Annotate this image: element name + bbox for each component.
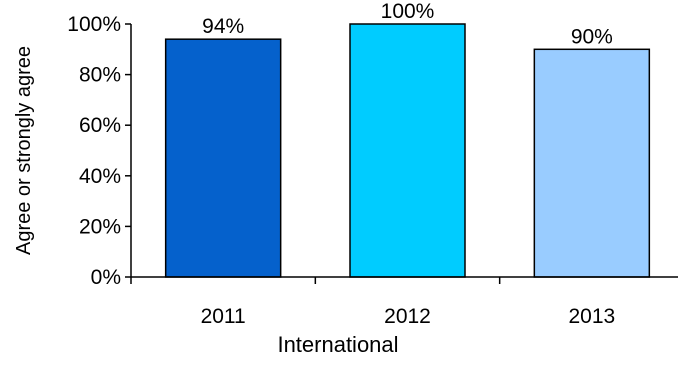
y-axis-title: Agree or strongly agree	[13, 46, 35, 255]
y-axis-ticks: 0% 20% 40% 60% 80% 100%	[67, 13, 131, 289]
data-label-2011: 94%	[202, 15, 244, 38]
y-tick-label: 20%	[79, 215, 121, 238]
x-tick-label: 2011	[201, 305, 246, 328]
x-axis-title: International	[277, 332, 398, 357]
x-axis-ticks: 2011 2012 2013	[130, 277, 615, 328]
x-tick-label: 2012	[384, 305, 431, 328]
y-tick-label: 100%	[67, 13, 121, 36]
data-label-2012: 100%	[381, 0, 435, 23]
data-labels: 94% 100% 90%	[202, 0, 613, 48]
bar-2012	[349, 23, 466, 278]
bar-2011	[164, 38, 282, 278]
y-tick-label: 80%	[79, 64, 121, 87]
y-tick-label: 40%	[79, 165, 121, 188]
x-tick-label: 2013	[568, 305, 615, 328]
bars	[164, 23, 651, 278]
y-tick-label: 60%	[79, 114, 121, 137]
y-tick-label: 0%	[91, 266, 121, 289]
data-label-2013: 90%	[571, 25, 613, 48]
bar-2013	[533, 48, 651, 278]
